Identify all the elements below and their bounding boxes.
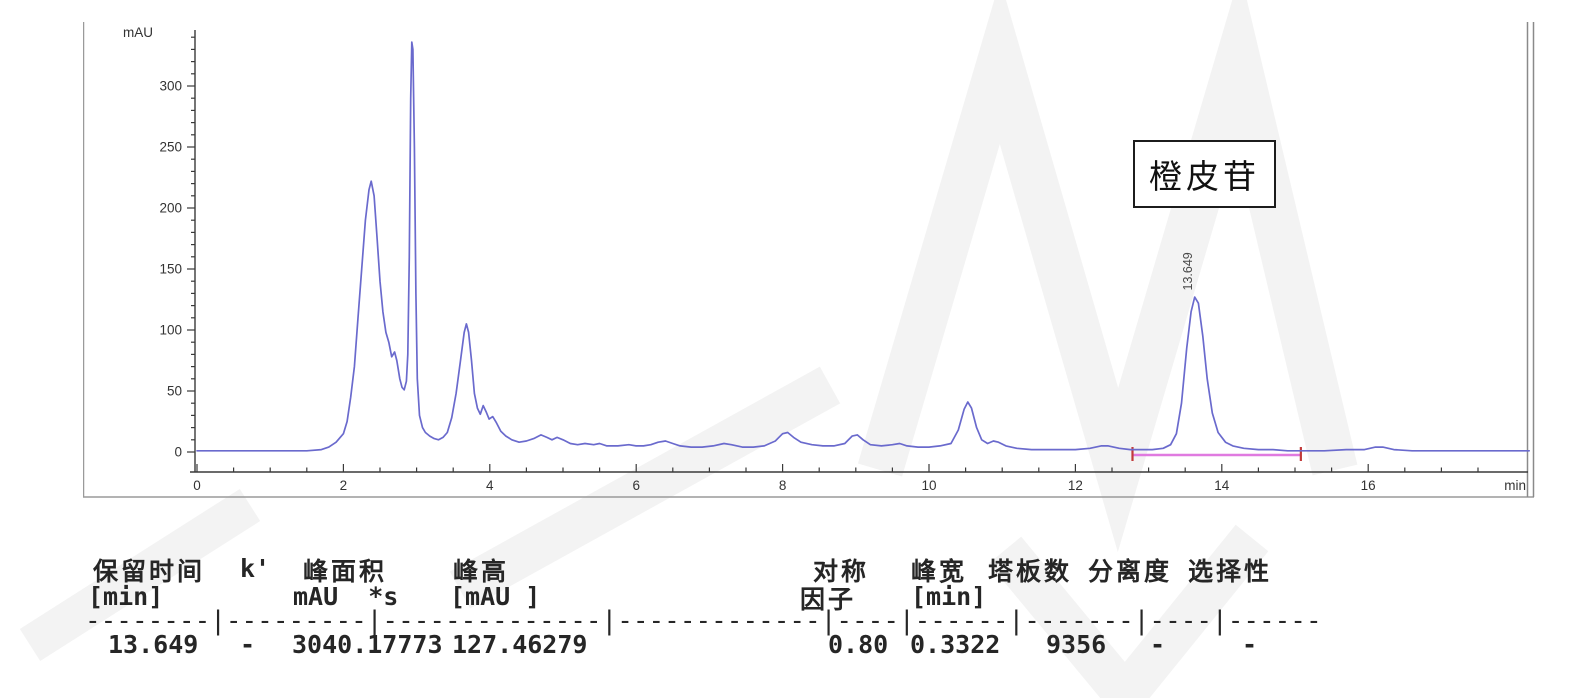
report-header-plates: 塔板数 <box>988 558 1073 586</box>
report-value-peak-width: 0.3322 <box>910 630 1001 659</box>
svg-text:4: 4 <box>486 478 494 493</box>
report-subheader-min: [min] <box>88 582 164 611</box>
report-header-resolution: 分离度 <box>1088 558 1173 586</box>
svg-text:300: 300 <box>159 79 182 94</box>
svg-text:min: min <box>1504 478 1526 493</box>
report-header-symmetry: 对称 <box>813 558 870 586</box>
report-value-selectivity: - <box>1242 630 1258 659</box>
svg-text:10: 10 <box>921 478 936 493</box>
svg-text:14: 14 <box>1214 478 1230 493</box>
report-header-retention-time: 保留时间 <box>93 558 206 586</box>
svg-text:200: 200 <box>159 201 182 216</box>
svg-text:6: 6 <box>632 478 640 493</box>
report-header-peak-width: 峰宽 <box>911 558 968 586</box>
svg-text:mAU: mAU <box>123 25 153 40</box>
svg-text:100: 100 <box>159 323 182 338</box>
svg-text:2: 2 <box>340 478 348 493</box>
svg-text:150: 150 <box>159 262 182 277</box>
report-header-k-prime: k' <box>240 554 271 583</box>
report-value-plates: 9356 <box>1046 630 1107 659</box>
report-subheader-mau: [mAU ] <box>450 582 541 611</box>
report-subheader-width-min: [min] <box>911 582 987 611</box>
svg-text:12: 12 <box>1068 478 1083 493</box>
report-value-symmetry: 0.80 <box>828 630 889 659</box>
svg-text:0: 0 <box>174 445 182 460</box>
svg-text:0: 0 <box>193 478 201 493</box>
report-value-peak-height: 127.46279 <box>452 630 588 659</box>
svg-text:8: 8 <box>779 478 787 493</box>
chromatogram-plot: 0 50 100 150 200 250 300 mAU 0 2 4 6 8 10 12 14 16 min 13.… <box>83 22 1535 498</box>
report-header-selectivity: 选择性 <box>1188 558 1273 586</box>
report-value-resolution: - <box>1150 630 1166 659</box>
report-value-retention-time: 13.649 <box>108 630 199 659</box>
chromatogram-panel: 0 50 100 150 200 250 300 mAU 0 2 4 6 8 10 12 14 16 min 13.… <box>83 14 1535 498</box>
report-value-peak-area: 3040.17773 <box>292 630 443 659</box>
svg-text:13.649: 13.649 <box>1181 252 1195 290</box>
peak-annotation-label: 橙皮苷 <box>1149 158 1260 195</box>
report-header-peak-height: 峰高 <box>453 558 510 586</box>
report-subheader-mau-s: mAU *s <box>293 582 399 611</box>
svg-text:50: 50 <box>167 384 182 399</box>
report-separator-line: --------|---------|--------------|------… <box>85 606 1322 636</box>
report-subheader-factor: 因子 <box>800 586 857 614</box>
svg-text:250: 250 <box>159 140 182 155</box>
svg-text:16: 16 <box>1361 478 1376 493</box>
peak-annotation-box: 橙皮苷 <box>1133 140 1276 208</box>
report-value-k-prime: - <box>240 630 256 659</box>
report-header-peak-area: 峰面积 <box>303 558 388 586</box>
